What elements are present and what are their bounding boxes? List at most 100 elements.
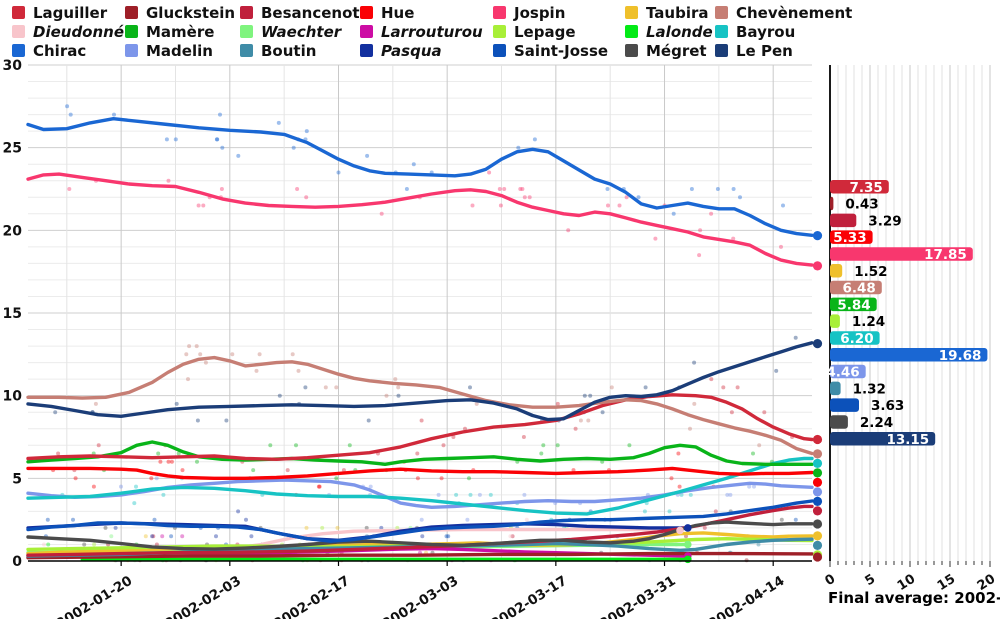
legend-swatch-bayrou — [715, 25, 728, 38]
final-dot-boutin — [812, 540, 823, 551]
legend-swatch-chirac — [12, 44, 25, 57]
bar-besancenot — [830, 213, 857, 228]
legend-label-boutin: Boutin — [261, 41, 317, 60]
bar-value-megret: 2.24 — [860, 415, 893, 431]
legend-swatch-boutin — [240, 44, 253, 57]
legend-label-megret: Mégret — [646, 41, 707, 60]
legend-label-lepage: Lepage — [514, 22, 576, 41]
bar-hue — [830, 230, 873, 244]
legend: Laguiller Gluckstein Besancenot Hue Jospin Ta… — [12, 3, 852, 60]
end-dot-dieudonne — [676, 526, 684, 535]
legend-label-madelin: Madelin — [146, 41, 213, 60]
legend-label-chevenement: Chevènement — [736, 3, 853, 22]
final-dot-chevenement — [812, 449, 823, 459]
trend-line-chirac — [26, 117, 814, 237]
legend-swatch-pasqua — [360, 44, 373, 57]
bar-gluckstein — [830, 196, 834, 211]
y-tick-label: 20 — [3, 223, 23, 239]
legend-label-taubira: Taubira — [646, 3, 709, 22]
legend-swatch-lepage — [493, 25, 506, 38]
legend-item-lepage: Lepage — [493, 23, 625, 41]
x-tick-label: 2002-03-31 — [597, 573, 679, 619]
bar-value-chirac: 19.68 — [939, 348, 982, 364]
bar-value-mamere: 5.84 — [837, 297, 870, 313]
final-value-dots — [676, 231, 823, 564]
bar-value-madelin: 4.46 — [826, 365, 859, 381]
x-tick-label: 2002-01-20 — [54, 573, 136, 619]
bar-megret — [830, 415, 848, 429]
bar-value-le-pen: 13.15 — [886, 432, 929, 448]
legend-swatch-mamere — [125, 25, 138, 38]
y-tick-label: 0 — [12, 554, 22, 570]
legend-swatch-chevenement — [715, 6, 728, 19]
bar-value-lepage: 1.24 — [852, 314, 885, 330]
trend-lines — [26, 117, 814, 562]
bar-madelin — [830, 364, 866, 379]
y-tick-label: 5 — [12, 471, 22, 487]
legend-swatch-waechter — [240, 25, 253, 38]
trend-line-jospin — [26, 172, 814, 267]
bar-value-jospin: 17.85 — [924, 247, 967, 263]
trend-line-le-pen — [26, 341, 814, 422]
end-dot-lalonde — [684, 555, 692, 564]
trend-line-gluckstein — [26, 551, 814, 560]
legend-item-chirac: Chirac — [12, 42, 125, 60]
bar-value-saint-josse: 3.63 — [871, 398, 904, 414]
legend-item-mamere: Mamère — [125, 23, 240, 41]
legend-item-besancenot: Besancenot — [240, 4, 360, 22]
trend-line-laguiller — [26, 393, 814, 461]
bar-value-besancenot: 3.29 — [868, 213, 901, 229]
trend-line-megret — [26, 520, 814, 551]
bar-laguiller — [830, 180, 889, 194]
bar-value-boutin: 1.32 — [853, 381, 886, 397]
legend-item-pasqua: Pasqua — [360, 42, 493, 60]
y-tick-label: 15 — [3, 306, 22, 322]
legend-label-gluckstein: Gluckstein — [146, 3, 236, 22]
legend-item-taubira: Taubira — [625, 4, 715, 22]
legend-item-bayrou: Bayrou — [715, 23, 852, 41]
x-tick-label: 2002-02-17 — [271, 573, 353, 619]
legend-swatch-larrouturou — [360, 25, 373, 38]
bar-value-laguiller: 7.35 — [849, 180, 882, 196]
bar-bayrou — [830, 331, 880, 345]
legend-item-saint-josse: Saint-Josse — [493, 42, 625, 60]
legend-item-boutin: Boutin — [240, 42, 360, 60]
legend-label-lalonde: Lalonde — [646, 22, 713, 41]
final-dot-le-pen — [812, 339, 823, 349]
y-tick-label: 25 — [3, 141, 22, 157]
final-dot-besancenot — [812, 506, 823, 516]
legend-label-saint-josse: Saint-Josse — [514, 41, 609, 60]
legend-label-le-pen: Le Pen — [736, 41, 793, 60]
legend-item-lalonde: Lalonde — [625, 23, 715, 41]
bar-boutin — [830, 381, 841, 396]
legend-item-jospin: Jospin — [493, 4, 625, 22]
bar-value-taubira: 1.52 — [854, 264, 887, 280]
legend-label-hue: Hue — [381, 3, 415, 22]
legend-item-chevenement: Chevènement — [715, 4, 852, 22]
legend-swatch-jospin — [493, 6, 506, 19]
legend-swatch-taubira — [625, 6, 638, 19]
legend-item-hue: Hue — [360, 4, 493, 22]
bar-mamere — [830, 297, 877, 312]
bar-value-bayrou: 6.20 — [840, 331, 873, 347]
legend-label-waechter: Waechter — [261, 22, 342, 41]
legend-label-bayrou: Bayrou — [736, 22, 796, 41]
final-dot-laguiller — [812, 434, 823, 445]
final-average-bars: 7.350.433.295.33 17.85 1.526.485.841.246.2… — [826, 180, 988, 448]
x-tick-label: 2002-02-03 — [162, 573, 244, 619]
final-dot-chirac — [812, 231, 823, 241]
final-dot-jospin — [812, 261, 823, 271]
bar-jospin — [830, 247, 973, 261]
legend-swatch-besancenot — [240, 6, 253, 19]
legend-swatch-dieudonne — [12, 25, 25, 38]
legend-item-waechter: Waechter — [240, 23, 360, 41]
final-average-title: Final average: 2002-04-19 — [828, 589, 1000, 607]
legend-label-pasqua: Pasqua — [381, 41, 442, 60]
bar-le-pen — [830, 432, 936, 446]
x-tick-label: 2002-03-03 — [380, 573, 462, 619]
final-dot-saint-josse — [812, 496, 823, 506]
end-dot-waechter — [684, 540, 692, 549]
final-dot-gluckstein — [812, 552, 823, 562]
final-dot-bayrou — [812, 458, 823, 468]
